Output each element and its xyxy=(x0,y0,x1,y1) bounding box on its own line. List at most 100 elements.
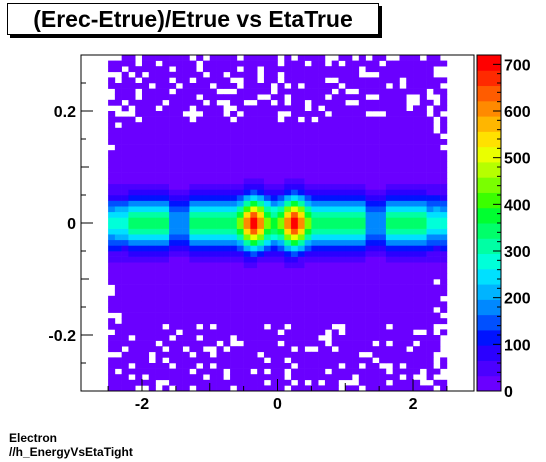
heatmap-cell xyxy=(257,150,265,157)
heatmap-cell xyxy=(392,368,400,375)
heatmap-cell xyxy=(148,284,156,291)
heatmap-cell xyxy=(392,195,400,201)
heatmap-cell xyxy=(196,71,204,78)
heatmap-cell xyxy=(135,279,143,285)
heatmap-cell xyxy=(121,329,129,336)
heatmap-cell xyxy=(175,99,183,106)
heatmap-cell xyxy=(358,60,366,67)
heatmap-cell xyxy=(284,116,292,123)
heatmap-cell xyxy=(148,279,156,285)
heatmap-cell xyxy=(182,99,190,106)
heatmap-cell xyxy=(216,200,224,207)
heatmap-cell xyxy=(141,94,150,101)
heatmap-cell xyxy=(128,312,136,319)
heatmap-cell xyxy=(155,139,163,145)
heatmap-cell xyxy=(257,88,265,95)
heatmap-cell xyxy=(277,99,285,106)
heatmap-cell xyxy=(297,340,305,347)
heatmap-cell xyxy=(399,312,407,319)
heatmap-cell xyxy=(236,172,244,179)
heatmap-cell xyxy=(209,217,217,224)
heatmap-cell xyxy=(175,223,183,229)
heatmap-cell xyxy=(250,363,258,369)
heatmap-cell xyxy=(440,279,448,285)
heatmap-cell xyxy=(345,290,353,297)
heatmap-cell xyxy=(352,122,360,129)
heatmap-cell xyxy=(162,144,170,151)
heatmap-cell xyxy=(385,183,393,190)
heatmap-cell xyxy=(114,211,122,218)
heatmap-cell xyxy=(216,71,224,78)
heatmap-cell xyxy=(162,301,170,308)
heatmap-cell xyxy=(270,312,278,319)
heatmap-cell xyxy=(318,83,326,89)
heatmap-cell xyxy=(250,318,258,325)
heatmap-cell xyxy=(304,127,312,134)
heatmap-cell xyxy=(243,346,251,353)
heatmap-cell xyxy=(352,161,360,168)
heatmap-cell xyxy=(202,335,211,341)
heatmap-cell xyxy=(392,127,400,134)
heatmap-cell xyxy=(385,273,393,280)
heatmap-cell xyxy=(209,55,217,61)
heatmap-cell xyxy=(372,267,380,274)
heatmap-cell xyxy=(291,318,299,325)
heatmap-cell xyxy=(352,368,360,375)
heatmap-cell xyxy=(365,295,373,302)
heatmap-cell xyxy=(209,357,217,364)
heatmap-cell xyxy=(379,116,387,123)
heatmap-cell xyxy=(311,94,319,101)
heatmap-cell xyxy=(114,116,122,123)
heatmap-cell xyxy=(331,200,339,207)
heatmap-cell xyxy=(358,105,366,112)
heatmap-cell xyxy=(155,273,163,280)
heatmap-cell xyxy=(385,385,393,392)
heatmap-cell xyxy=(189,139,197,145)
heatmap-cell xyxy=(175,234,183,241)
heatmap-cell xyxy=(148,99,156,106)
heatmap-cell xyxy=(108,133,116,140)
heatmap-cell xyxy=(419,256,427,263)
heatmap-cell xyxy=(270,111,278,117)
heatmap-cell xyxy=(324,346,333,353)
heatmap-cell xyxy=(250,217,258,224)
heatmap-cell xyxy=(338,195,346,201)
heatmap-cell xyxy=(223,206,231,213)
heatmap-cell xyxy=(189,150,197,157)
heatmap-cell xyxy=(128,234,136,241)
heatmap-cell xyxy=(209,295,217,302)
heatmap-cell xyxy=(277,251,285,257)
heatmap-cell xyxy=(372,318,380,325)
heatmap-cell xyxy=(399,262,407,269)
heatmap-cell xyxy=(121,290,129,297)
heatmap-cell xyxy=(433,346,441,353)
heatmap-cell xyxy=(304,172,312,179)
heatmap-cell xyxy=(162,60,170,67)
heatmap-cell xyxy=(182,211,190,218)
heatmap-cell xyxy=(284,189,292,196)
heatmap-cell xyxy=(291,273,299,280)
heatmap-cell xyxy=(135,139,143,145)
heatmap-cell xyxy=(426,273,434,280)
heatmap-cell xyxy=(216,335,224,341)
heatmap-cell xyxy=(270,374,278,381)
heatmap-cell xyxy=(148,335,156,341)
heatmap-cell xyxy=(196,368,204,375)
heatmap-cell xyxy=(175,77,183,84)
heatmap-cell xyxy=(230,144,238,151)
heatmap-cell xyxy=(426,116,434,123)
heatmap-cell xyxy=(196,217,204,224)
heatmap-cell xyxy=(263,312,272,319)
heatmap-cell xyxy=(148,105,156,112)
heatmap-cell xyxy=(216,105,224,112)
heatmap-cell xyxy=(155,178,163,185)
colorbar-segment xyxy=(477,253,501,270)
heatmap-cell xyxy=(297,139,305,145)
heatmap-cell xyxy=(175,161,183,168)
heatmap-cell xyxy=(162,234,170,241)
heatmap-cell xyxy=(155,363,163,369)
heatmap-cell xyxy=(297,60,305,67)
heatmap-cell xyxy=(196,379,204,386)
heatmap-cell xyxy=(277,351,285,358)
heatmap-cell xyxy=(419,183,427,190)
